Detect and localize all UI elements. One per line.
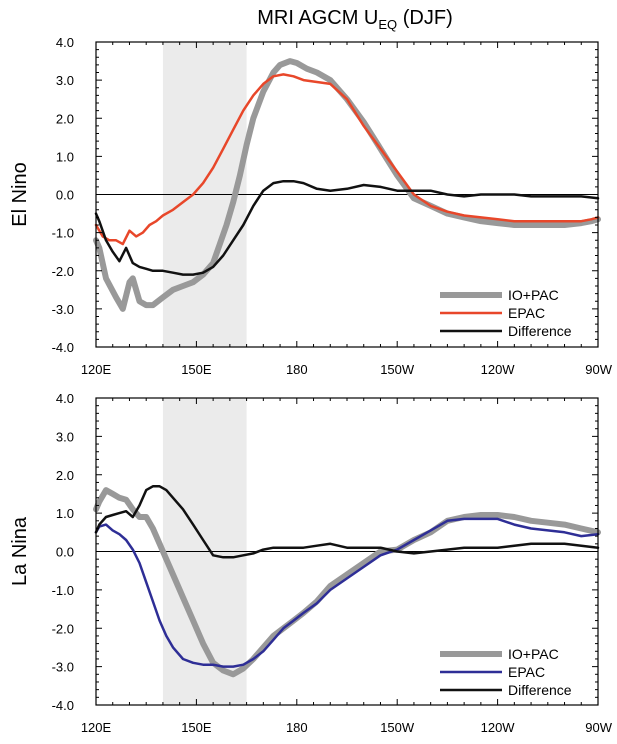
y-tick-label: -4.0: [52, 340, 74, 355]
series-line-epac: [94, 517, 600, 668]
legend-label: Difference: [508, 682, 572, 698]
y-tick-label: -1.0: [52, 583, 74, 598]
el-nino-panel: 4.0 3.0 2.0 1.0 0.0 -1.0 -2.0 -3.0 -4.0 120E 150E 1…: [9, 35, 613, 377]
y-tick-label: -2.0: [52, 621, 74, 636]
y-tick-label: -3.0: [52, 302, 74, 317]
series-line-io-pac: [93, 487, 601, 678]
la-nina-panel: 4.0 3.0 2.0 1.0 0.0 -1.0 -2.0 -3.0 -4.0 120E 150E 1…: [9, 391, 613, 735]
x-tick-label: 120E: [81, 720, 112, 735]
x-tick-label: 150E: [181, 362, 212, 377]
x-tick-label: 90W: [585, 720, 612, 735]
y-tick-label: -4.0: [52, 698, 74, 713]
y-tick-label: 0.0: [56, 188, 74, 203]
y-tick-label: 4.0: [56, 35, 74, 50]
figure-title: MRI AGCM UEQ (DJF): [257, 7, 452, 32]
y-tick-label: 0.0: [56, 545, 74, 560]
x-tick-label: 120W: [481, 720, 516, 735]
legend-label: EPAC: [508, 664, 545, 680]
y-tick-label: 3.0: [56, 429, 74, 444]
title-subscript: EQ: [378, 17, 397, 32]
x-tick-label: 150W: [380, 720, 415, 735]
legend-label: IO+PAC: [508, 287, 559, 303]
y-tick-label: 3.0: [56, 73, 74, 88]
series-line-io-pac: [93, 58, 601, 312]
panel-label: La Nina: [9, 516, 31, 586]
legend-label: EPAC: [508, 305, 545, 321]
y-tick-label: 4.0: [56, 391, 74, 406]
legend-label: IO+PAC: [508, 646, 559, 662]
x-tick-label: 150W: [380, 362, 415, 377]
x-tick-label: 90W: [585, 362, 612, 377]
title-main: MRI AGCM U: [257, 7, 378, 29]
series-line-epac: [94, 73, 600, 246]
x-tick-label: 180: [286, 720, 308, 735]
x-tick-label: 180: [286, 362, 308, 377]
y-tick-label: 2.0: [56, 468, 74, 483]
legend-label: Difference: [508, 323, 572, 339]
series-line-difference: [94, 485, 600, 559]
y-tick-label: 1.0: [56, 149, 74, 164]
x-tick-label: 150E: [181, 720, 212, 735]
y-tick-label: 1.0: [56, 506, 74, 521]
y-tick-label: 2.0: [56, 111, 74, 126]
x-tick-label: 120W: [481, 362, 516, 377]
series-line-difference: [94, 179, 600, 276]
panel-label: El Nino: [9, 162, 31, 226]
y-tick-label: -1.0: [52, 226, 74, 241]
title-suffix: (DJF): [397, 7, 453, 29]
y-tick-label: -3.0: [52, 660, 74, 675]
x-tick-label: 120E: [81, 362, 112, 377]
y-tick-label: -2.0: [52, 264, 74, 279]
